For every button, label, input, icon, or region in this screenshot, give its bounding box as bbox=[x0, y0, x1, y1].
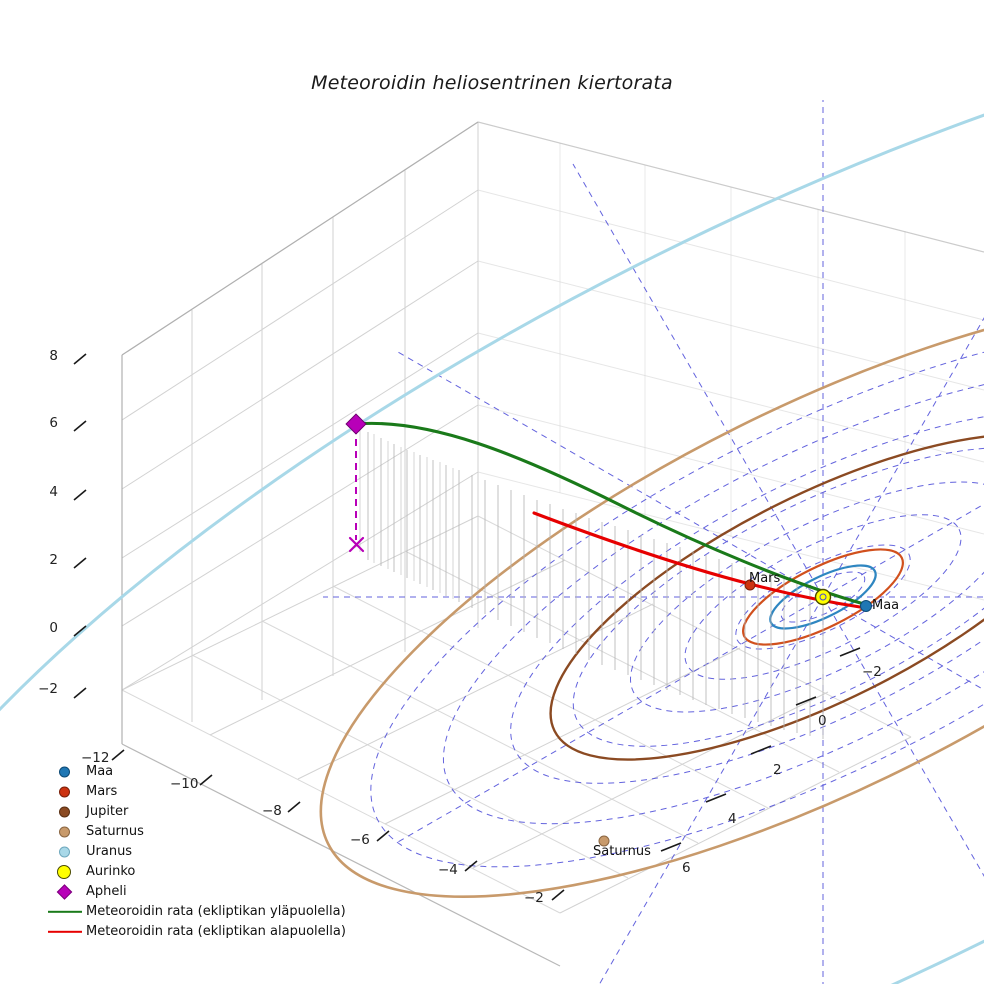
x-tick-neg4: −4 bbox=[438, 862, 458, 878]
legend-line-above-ecliptic-icon bbox=[46, 902, 84, 922]
legend-label-maa: Maa bbox=[86, 764, 114, 779]
legend-marker-uranus-icon bbox=[46, 842, 84, 862]
legend-marker-aurinko-icon bbox=[46, 862, 84, 882]
legend-item-maa[interactable]: Maa bbox=[46, 762, 346, 782]
marker-maa bbox=[860, 600, 872, 612]
marker-mars bbox=[744, 579, 756, 591]
y-tick-0: 0 bbox=[818, 713, 827, 729]
axis-tick-marks bbox=[73, 353, 861, 901]
legend-item-apheli[interactable]: Apheli bbox=[46, 882, 346, 902]
legend-label-saturnus: Saturnus bbox=[86, 824, 144, 839]
legend-line-below-ecliptic-icon bbox=[46, 922, 84, 942]
label-maa: Maa bbox=[872, 598, 900, 613]
aphelion-marker bbox=[345, 413, 367, 435]
z-tick-2: 2 bbox=[49, 552, 58, 568]
z-tick-4: 4 bbox=[49, 484, 58, 500]
x-tick-neg10: −10 bbox=[170, 776, 199, 792]
x-tick-neg2: −2 bbox=[524, 890, 544, 906]
axis-spines bbox=[121, 121, 984, 967]
legend-label-below-ecliptic: Meteoroidin rata (ekliptikan alapuolella… bbox=[86, 924, 346, 939]
legend-item-aurinko[interactable]: Aurinko bbox=[46, 862, 346, 882]
chart-title: Meteoroidin heliosentrinen kiertorata bbox=[311, 72, 673, 94]
x-tick-neg8: −8 bbox=[262, 803, 282, 819]
trajectory-above-ecliptic bbox=[354, 421, 866, 606]
trajectory-below-ecliptic bbox=[532, 511, 868, 610]
aphelion-projection-marker bbox=[348, 536, 365, 553]
marker-saturnus bbox=[598, 835, 610, 847]
z-tick-0: 0 bbox=[49, 620, 58, 636]
orbit-saturnus bbox=[319, 296, 984, 898]
z-tick-neg2: −2 bbox=[38, 681, 58, 697]
legend-marker-apheli-icon bbox=[46, 882, 84, 902]
z-tick-6: 6 bbox=[49, 415, 58, 431]
x-tick-neg12: −12 bbox=[81, 750, 110, 766]
y-tick-neg2: −2 bbox=[862, 664, 882, 680]
legend-item-jupiter[interactable]: Jupiter bbox=[46, 802, 346, 822]
legend-label-mars: Mars bbox=[86, 784, 118, 799]
orbit-mars bbox=[742, 548, 904, 646]
legend-item-saturnus[interactable]: Saturnus bbox=[46, 822, 346, 842]
y-tick-4: 4 bbox=[728, 811, 737, 827]
legend-marker-maa-icon bbox=[46, 762, 84, 782]
orbit-jupiter bbox=[549, 433, 984, 761]
legend-marker-saturnus-icon bbox=[46, 822, 84, 842]
legend-marker-jupiter-icon bbox=[46, 802, 84, 822]
y-tick-2: 2 bbox=[773, 762, 782, 778]
legend-marker-mars-icon bbox=[46, 782, 84, 802]
legend-label-jupiter: Jupiter bbox=[86, 804, 129, 819]
label-saturnus: Saturnus bbox=[593, 844, 651, 859]
legend-label-aurinko: Aurinko bbox=[86, 864, 136, 879]
legend-item-below-ecliptic[interactable]: Meteoroidin rata (ekliptikan alapuolella… bbox=[46, 922, 346, 942]
legend-label-uranus: Uranus bbox=[86, 844, 133, 859]
legend-item-uranus[interactable]: Uranus bbox=[46, 842, 346, 862]
y-tick-6: 6 bbox=[682, 860, 691, 876]
x-tick-neg6: −6 bbox=[350, 832, 370, 848]
label-mars: Mars bbox=[749, 571, 781, 586]
z-tick-8: 8 bbox=[49, 348, 58, 364]
trajectory-drop-lines bbox=[359, 430, 824, 739]
legend: Maa Mars Jupiter Saturnus Uranus bbox=[46, 762, 346, 942]
legend-item-above-ecliptic[interactable]: Meteoroidin rata (ekliptikan yläpuolella… bbox=[46, 902, 346, 922]
legend-item-mars[interactable]: Mars bbox=[46, 782, 346, 802]
legend-label-above-ecliptic: Meteoroidin rata (ekliptikan yläpuolella… bbox=[86, 904, 346, 919]
marker-aurinko bbox=[814, 588, 832, 606]
legend-label-apheli: Apheli bbox=[86, 884, 127, 899]
